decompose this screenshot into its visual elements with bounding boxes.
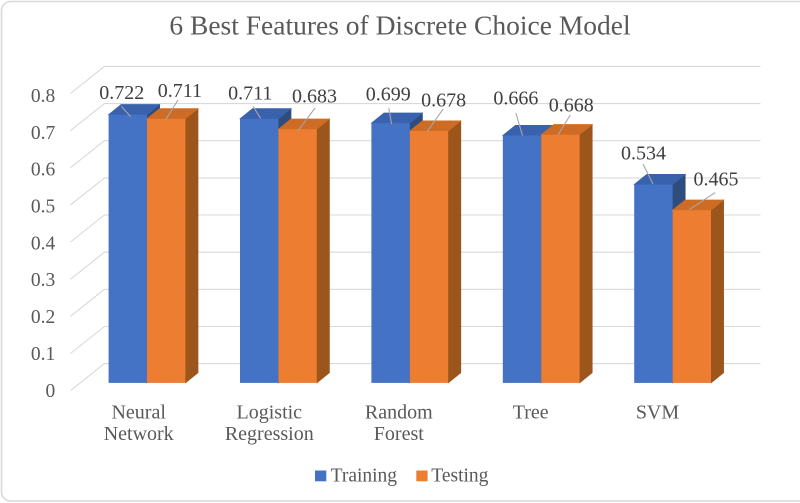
svg-text:0.2: 0.2 [31, 307, 55, 328]
svg-text:Testing: Testing [431, 466, 488, 487]
svg-text:SVM: SVM [636, 402, 680, 424]
svg-text:0: 0 [46, 381, 56, 402]
svg-text:6 Best Features of Discrete Ch: 6 Best Features of Discrete Choice Model [169, 10, 631, 41]
svg-text:0.683: 0.683 [292, 86, 337, 108]
svg-text:Forest: Forest [374, 423, 424, 445]
svg-text:0.3: 0.3 [31, 270, 55, 291]
svg-text:0.534: 0.534 [621, 143, 666, 165]
svg-text:0.722: 0.722 [99, 82, 144, 104]
svg-text:Random: Random [365, 402, 433, 424]
svg-text:0.668: 0.668 [549, 94, 594, 116]
svg-text:0.7: 0.7 [31, 123, 56, 144]
svg-text:0.711: 0.711 [158, 80, 202, 102]
svg-text:Tree: Tree [513, 402, 549, 424]
svg-text:Neural: Neural [111, 402, 166, 424]
svg-text:Network: Network [104, 423, 174, 445]
svg-text:Regression: Regression [225, 423, 314, 445]
svg-text:0.8: 0.8 [31, 86, 55, 107]
svg-text:0.465: 0.465 [694, 168, 739, 190]
svg-text:Training: Training [331, 466, 398, 487]
svg-text:0.711: 0.711 [228, 83, 272, 105]
svg-text:0.699: 0.699 [366, 83, 411, 105]
svg-text:0.1: 0.1 [31, 344, 55, 365]
svg-text:Logistic: Logistic [237, 402, 303, 424]
svg-text:0.6: 0.6 [31, 160, 56, 181]
svg-text:0.678: 0.678 [421, 89, 466, 111]
svg-text:0.5: 0.5 [31, 197, 55, 218]
svg-text:0.4: 0.4 [31, 233, 56, 254]
svg-text:0.666: 0.666 [493, 88, 538, 110]
